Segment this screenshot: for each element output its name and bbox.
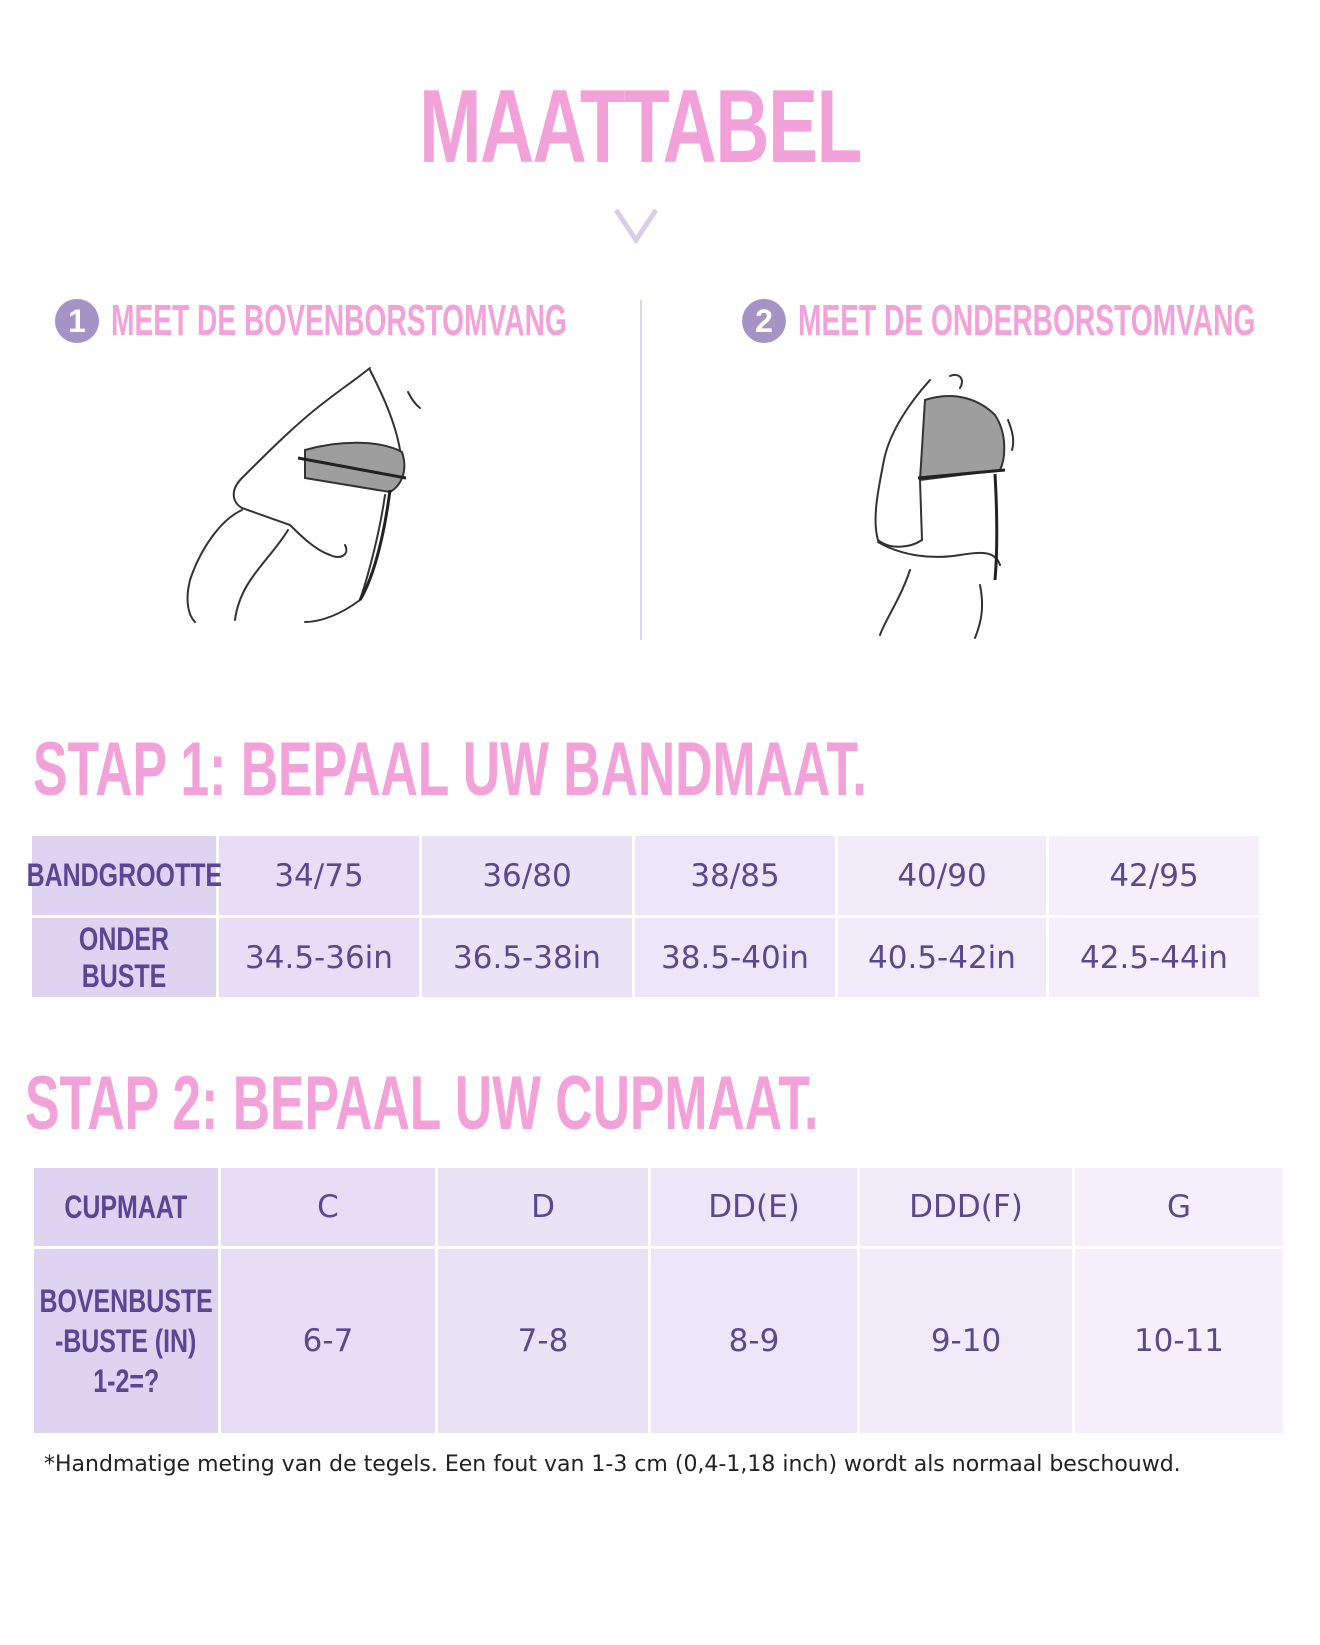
band-size-table: BANDGROOTTE 34/75 36/80 38/85 40/90 42/9… [26,836,1259,997]
under-bust-cell: 38.5-40in [635,918,835,997]
step-1-heading: 1 MEET DE BOVENBORSTOMVANG [55,296,823,346]
cup-size-cell: DD(E) [651,1168,857,1246]
step-2-label: MEET DE ONDERBORSTOMVANG [798,296,1256,345]
column-divider [640,300,642,640]
cup-size-cell: C [221,1168,435,1246]
band-size-heading: STAP 1: BEPAAL UW BANDMAAT. [33,727,867,812]
cup-size-heading: STAP 2: BEPAAL UW CUPMAAT. [25,1061,819,1146]
upper-bust-measuring-illustration [186,367,421,623]
cup-size-cell: G [1075,1168,1283,1246]
band-size-cell: 36/80 [422,836,632,915]
bust-difference-cell: 8-9 [651,1249,857,1433]
chevron-down-icon [614,208,658,244]
row-header-bust-difference: BOVENBUSTE -BUSTE (IN) 1-2=? [34,1249,218,1433]
under-bust-cell: 36.5-38in [422,918,632,997]
band-size-cell: 42/95 [1049,836,1259,915]
under-bust-cell: 42.5-44in [1049,918,1259,997]
bust-difference-cell: 7-8 [438,1249,648,1433]
under-bust-cell: 34.5-36in [219,918,419,997]
under-bust-cell: 40.5-42in [838,918,1046,997]
cup-size-cell: D [438,1168,648,1246]
row-header-band-size: BANDGROOTTE [26,836,222,915]
row-header-under-bust: ONDER BUSTE [32,918,216,997]
bust-difference-cell: 6-7 [221,1249,435,1433]
bust-difference-cell: 9-10 [860,1249,1072,1433]
page-title: MAATTABEL [419,69,862,185]
step-2-number: 2 [742,299,786,343]
measurement-footnote: *Handmatige meting van de tegels. Een fo… [44,1452,1181,1477]
cup-size-cell: DDD(F) [860,1168,1072,1246]
band-size-cell: 34/75 [219,836,419,915]
band-size-cell: 38/85 [635,836,835,915]
under-bust-measuring-illustration [874,374,1015,639]
row-header-cup-size: CUPMAAT [34,1168,218,1246]
step-1-number: 1 [55,299,99,343]
band-size-cell: 40/90 [838,836,1046,915]
cup-size-table: CUPMAAT C D DD(E) DDD(F) G BOVENBUSTE -B… [34,1168,1283,1433]
bust-difference-cell: 10-11 [1075,1249,1283,1433]
step-1-label: MEET DE BOVENBORSTOMVANG [111,296,567,345]
step-2-heading: 2 MEET DE ONDERBORSTOMVANG [742,296,1320,346]
